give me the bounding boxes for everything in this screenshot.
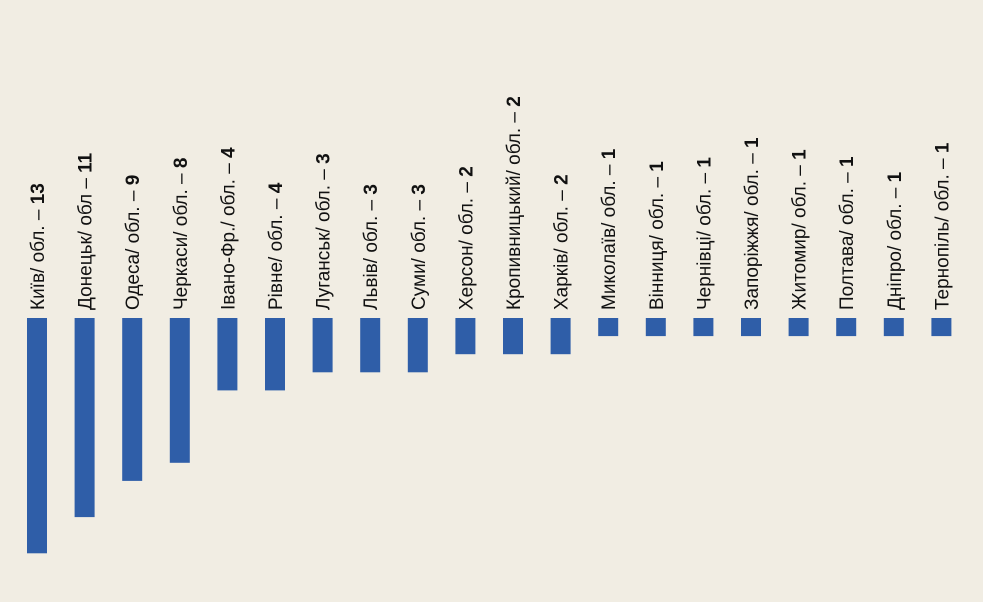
category-label: Житомир/ обл. – <box>790 160 811 310</box>
category-label: Вінниця/ обл. – <box>647 172 668 310</box>
value-label: 8 <box>171 158 192 169</box>
category-label: Київ/ обл. – <box>28 204 49 310</box>
category-label: Тернопіль/ обл. – <box>932 153 953 310</box>
value-label: 2 <box>504 96 525 107</box>
category-label: Луганськ/ обл. – <box>314 164 335 310</box>
bar <box>74 318 95 518</box>
bar-label: Харків/ обл. – 2 <box>552 174 573 310</box>
bar-label: Миколаїв/ обл. – 1 <box>599 148 620 310</box>
value-label: 3 <box>314 153 335 164</box>
bar-label: Черкаси/ обл. – 8 <box>171 158 192 310</box>
category-label: Харків/ обл. – <box>552 185 573 310</box>
value-label: 4 <box>266 182 287 193</box>
value-label: 9 <box>123 175 144 186</box>
bar-label: Полтава/ обл. – 1 <box>837 156 858 310</box>
value-label: 3 <box>361 184 382 195</box>
category-label: Львів/ обл. – <box>361 195 382 310</box>
bar <box>645 318 666 337</box>
category-label: Одеса/ обл. – <box>123 185 144 310</box>
value-label: 11 <box>76 152 97 173</box>
category-label: Чернівці/ обл. – <box>694 168 715 310</box>
category-label: Миколаїв/ обл. – <box>599 159 620 310</box>
bar-label: Львів/ обл. – 3 <box>361 184 382 310</box>
bar-label: Вінниця/ обл. – 1 <box>647 161 668 310</box>
bar <box>360 318 381 373</box>
bar <box>122 318 143 481</box>
bars-group <box>27 318 952 554</box>
bar <box>407 318 428 373</box>
bar <box>883 318 904 337</box>
value-label: 1 <box>647 161 668 172</box>
bar <box>693 318 714 337</box>
bar-label: Дніпро/ обл. – 1 <box>885 171 906 310</box>
value-label: 1 <box>837 156 858 167</box>
bar-label: Київ/ обл. – 13 <box>28 183 49 310</box>
bar <box>217 318 238 391</box>
value-label: 1 <box>885 171 906 182</box>
bar-label: Чернівці/ обл. – 1 <box>694 157 715 310</box>
value-label: 1 <box>742 137 763 148</box>
bar-label: Суми/ обл. – 3 <box>409 184 430 310</box>
bar <box>312 318 333 373</box>
bar-label: Запоріжжя/ обл. – 1 <box>742 137 763 310</box>
bar-label: Житомир/ обл. – 1 <box>790 149 811 310</box>
bar-label: Одеса/ обл. – 9 <box>123 175 144 310</box>
bar <box>27 318 47 554</box>
value-label: 2 <box>456 166 477 177</box>
bar-label: Тернопіль/ обл. – 1 <box>932 142 953 310</box>
bar-label: Кропивницький/ обл. – 2 <box>504 96 525 310</box>
category-label: Черкаси/ обл. – <box>171 168 192 310</box>
bar <box>455 318 476 355</box>
category-label: Кропивницький/ обл. – <box>504 107 525 310</box>
bar-label: Рівне/ обл. – 4 <box>266 182 287 310</box>
bar <box>169 318 190 463</box>
bar <box>503 318 523 355</box>
bar <box>788 318 809 337</box>
bar <box>265 318 285 391</box>
category-label: Херсон/ обл. – <box>456 177 477 310</box>
bar-label: Херсон/ обл. – 2 <box>456 166 477 310</box>
bar <box>741 318 761 337</box>
category-label: Дніпро/ обл. – <box>885 182 906 310</box>
value-label: 1 <box>694 157 715 168</box>
category-label: Полтава/ обл. – <box>837 167 858 310</box>
value-label: 3 <box>409 184 430 195</box>
bar-label: Івано-Фр./ обл. – 4 <box>218 147 239 310</box>
bar <box>598 318 619 337</box>
value-label: 2 <box>552 174 573 185</box>
value-label: 1 <box>790 149 811 160</box>
category-label: Івано-Фр./ обл. – <box>218 158 239 310</box>
value-label: 1 <box>932 142 953 153</box>
category-label: Донецьк/ обл – <box>76 173 97 310</box>
bar <box>836 318 857 337</box>
bar <box>931 318 952 337</box>
value-label: 13 <box>28 183 49 204</box>
category-label: Суми/ обл. – <box>409 195 430 310</box>
category-label: Рівне/ обл. – <box>266 193 287 310</box>
value-label: 4 <box>218 147 239 158</box>
category-label: Запоріжжя/ обл. – <box>742 148 763 310</box>
bar <box>550 318 571 355</box>
value-label: 1 <box>599 148 620 159</box>
bar-label: Луганськ/ обл. – 3 <box>314 153 335 310</box>
bar-label: Донецьк/ обл – 11 <box>76 152 97 310</box>
